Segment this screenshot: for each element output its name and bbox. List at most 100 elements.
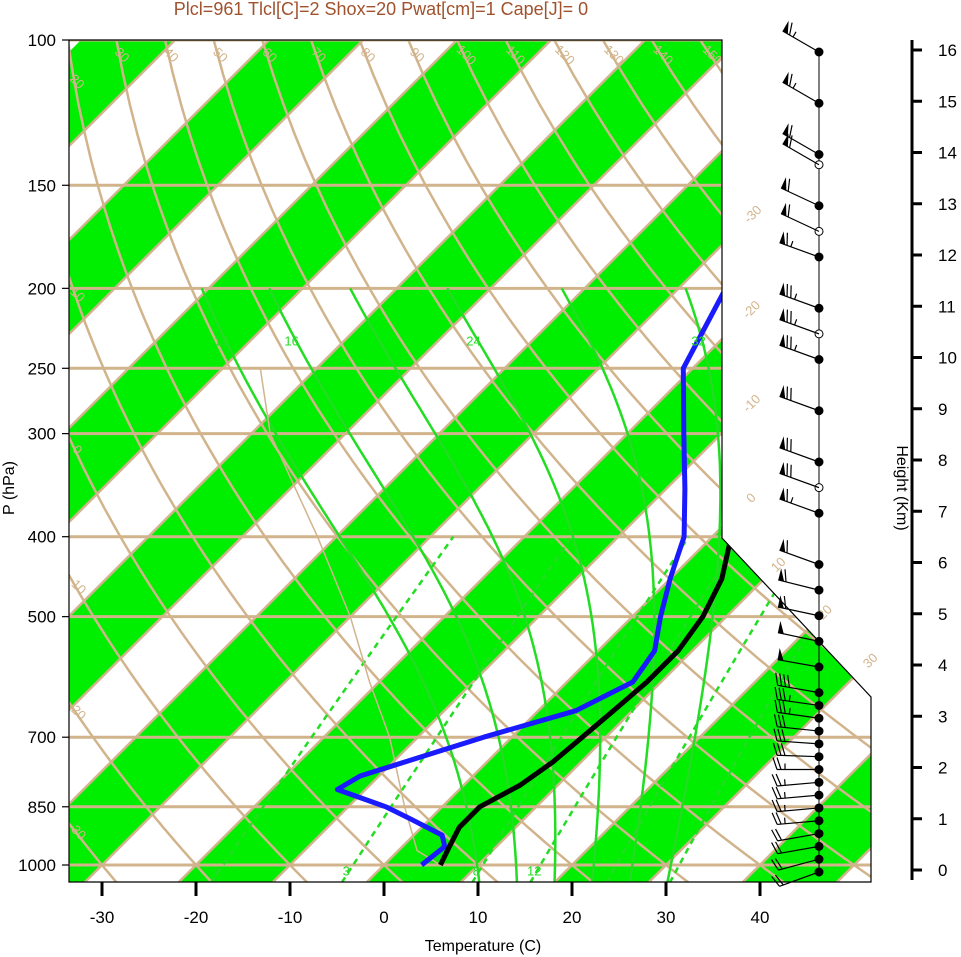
temperature-tick-label: -20: [184, 908, 209, 927]
pressure-tick-label: 200: [28, 279, 56, 298]
moist-adiabat: [348, 287, 557, 882]
temperature-tick-label: -10: [278, 908, 303, 927]
mixing-ratio-label: 1: [212, 864, 219, 879]
wind-barb: [779, 231, 824, 262]
wind-barb: [771, 786, 824, 800]
height-tick-label: 11: [938, 297, 956, 316]
isotherm: [69, 40, 477, 882]
isotherm-label: 30: [860, 650, 881, 671]
height-axis-title: Height (Km): [893, 445, 910, 530]
dry-adiabat: [212, 40, 871, 882]
isotherm: [69, 40, 289, 882]
pressure-tick-label: 150: [28, 176, 56, 195]
wind-barb: [775, 672, 824, 698]
temperature-tick-label: 40: [751, 908, 770, 927]
wind-barb: [780, 202, 824, 236]
wind-barb: [779, 487, 824, 518]
wind-barb: [771, 828, 824, 842]
wind-barb: [774, 687, 824, 710]
dry-adiabat: [69, 40, 408, 882]
height-tick-label: 12: [938, 246, 957, 265]
height-tick-label: 10: [938, 349, 957, 368]
isotherm: [69, 40, 571, 882]
dry-adiabat-lines: [69, 40, 871, 882]
wind-barb: [771, 799, 824, 813]
temperature-band: [69, 40, 382, 882]
height-tick-label: 6: [938, 554, 947, 573]
mixing-ratio-label: 12: [527, 864, 541, 879]
temperature-tick-label: 20: [563, 908, 582, 927]
dry-adiabat: [69, 40, 503, 882]
dry-adiabat-label: 50: [210, 44, 231, 65]
temperature-band: [69, 40, 758, 882]
wind-barb: [779, 385, 824, 416]
wind-barb: [774, 699, 824, 723]
height-tick-label: 0: [938, 861, 947, 880]
wind-barb: [780, 177, 824, 211]
temperature-bands: [69, 40, 871, 882]
mixing-ratio-lines: [209, 535, 866, 882]
wind-barbs: [770, 20, 824, 887]
wind-barb: [777, 647, 824, 672]
dry-adiabat: [747, 40, 871, 882]
wind-barb: [782, 123, 824, 159]
wind-barb: [779, 436, 824, 467]
wind-barb: [773, 714, 824, 736]
mixing-ratio-label: 3: [343, 864, 350, 879]
temperature-band: [69, 40, 871, 882]
pressure-tick-label: 250: [28, 359, 56, 378]
mixing-ratio-line: [605, 536, 810, 882]
moist-adiabat-label: 32: [691, 334, 705, 349]
dry-adiabat-label: 80: [358, 44, 379, 65]
pressure-tick-label: 400: [28, 528, 56, 547]
wind-barb: [782, 20, 824, 57]
wind-barb: [777, 595, 824, 621]
height-tick-label: 5: [938, 605, 947, 624]
moist-adiabat: [268, 287, 519, 882]
dry-adiabat-label: 120: [552, 42, 578, 68]
moist-adiabat-lines: [200, 287, 722, 882]
height-tick-label: 16: [938, 41, 957, 60]
isotherm: [69, 40, 383, 882]
isotherm-label: -30: [741, 202, 765, 226]
isotherm: [69, 40, 759, 882]
y-axis-title: P (hPa): [1, 461, 18, 515]
height-tick-label: 3: [938, 707, 947, 726]
dry-adiabat: [69, 40, 599, 882]
temperature-band: [69, 40, 570, 882]
moist-adiabat-label: 16: [284, 334, 298, 349]
wind-barb: [771, 867, 824, 887]
isotherm-label: -10: [740, 391, 764, 415]
moist-adiabat: [560, 287, 656, 882]
wind-barb: [779, 308, 824, 339]
wind-barb: [771, 841, 824, 855]
chart-title: Plcl=961 Tlcl[C]=2 Shox=20 Pwat[cm]=1 Ca…: [174, 0, 588, 19]
wind-barb: [772, 742, 824, 762]
pressure-tick-label: 700: [28, 728, 56, 747]
wind-barb: [778, 568, 824, 595]
wind-barb: [771, 773, 824, 787]
wind-barb: [771, 812, 824, 826]
temperature-tick-label: 0: [379, 908, 388, 927]
wind-barb: [779, 461, 824, 493]
temperature-tick-label: 30: [657, 908, 676, 927]
mixing-ratio-line: [471, 536, 690, 882]
height-tick-label: 8: [938, 451, 947, 470]
height-tick-label: 1: [938, 810, 947, 829]
isotherm: [69, 40, 853, 882]
height-tick-label: 9: [938, 400, 947, 419]
wind-barb: [773, 728, 824, 749]
height-tick-label: 2: [938, 759, 947, 778]
pressure-tick-label: 850: [28, 798, 56, 817]
wind-barb: [772, 757, 824, 774]
moist-adiabat-label: 24: [466, 334, 480, 349]
dry-adiabat: [163, 40, 790, 882]
mixing-ratio-line: [340, 535, 573, 882]
pressure-tick-label: 100: [28, 31, 56, 50]
parcel-path: [259, 368, 441, 866]
